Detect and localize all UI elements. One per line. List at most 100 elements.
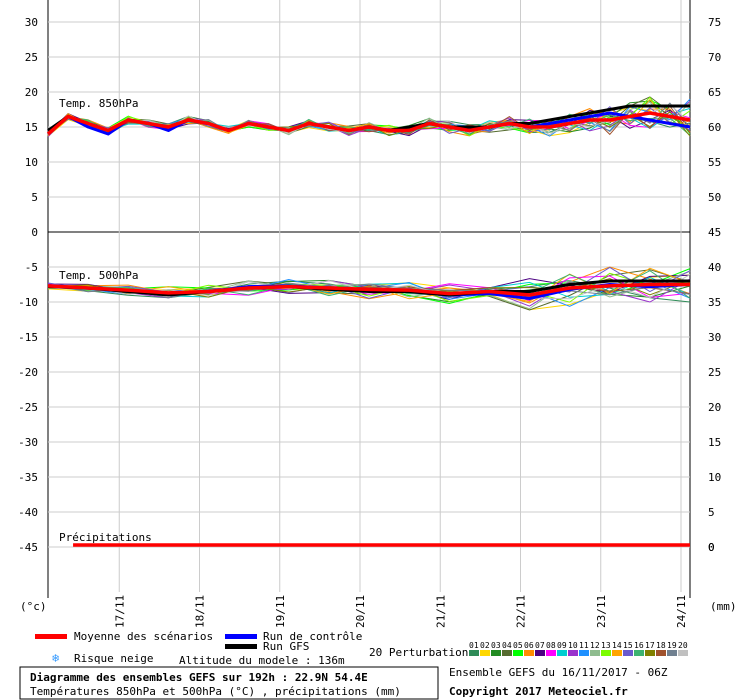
tick-label-right: 10	[708, 471, 721, 484]
tick-label-right: 15	[708, 436, 721, 449]
perturbation-swatch	[601, 650, 611, 656]
tick-label-right: 35	[708, 296, 721, 309]
perturbation-number: 07	[535, 641, 545, 650]
x-tick-label: 22/11	[515, 595, 528, 628]
perturbation-number: 13	[601, 641, 611, 650]
perturbation-swatch	[557, 650, 567, 656]
perturbation-number: 15	[623, 641, 633, 650]
panel-title-500: Temp. 500hPa	[59, 269, 138, 282]
perturbation-number: 09	[557, 641, 567, 650]
tick-label-left: -45	[18, 541, 38, 554]
left-unit-label: (°c)	[20, 600, 47, 613]
perturbation-number: 04	[502, 641, 512, 650]
series-line-gfs	[47, 279, 690, 297]
tick-label-left: 25	[25, 51, 38, 64]
tick-label-right: 0	[708, 541, 715, 554]
tick-label-right: 65	[708, 86, 721, 99]
x-tick-label: 17/11	[113, 595, 126, 628]
tick-label-right: 20	[708, 401, 721, 414]
footer-title: Diagramme des ensembles GEFS sur 192h : …	[30, 671, 368, 684]
tick-label-right: 70	[708, 51, 721, 64]
perturbation-swatch	[469, 650, 479, 656]
tick-label-right: 55	[708, 156, 721, 169]
x-tick-label: 20/11	[354, 595, 367, 628]
perturbation-number: 18	[656, 641, 666, 650]
tick-label-right: 75	[708, 16, 721, 29]
perturbation-number: 03	[491, 641, 501, 650]
perturbation-swatch	[535, 650, 545, 656]
tick-label-left: -20	[18, 366, 38, 379]
perturbation-number: 16	[634, 641, 644, 650]
footer-subtitle: Températures 850hPa et 500hPa (°C) , pré…	[30, 685, 401, 698]
tick-label-left: 30	[25, 16, 38, 29]
legend: Moyenne des scénarios Run de contrôle Ru…	[35, 630, 688, 667]
tick-label-left: -15	[18, 331, 38, 344]
perturbation-swatch	[513, 650, 523, 656]
legend-perturbations-label: 20 Perturbations	[369, 646, 475, 659]
perturbation-swatch	[612, 650, 622, 656]
perturbation-number: 08	[546, 641, 556, 650]
footer-run: Ensemble GEFS du 16/11/2017 - 06Z	[449, 666, 668, 679]
legend-gfs-swatch	[225, 644, 257, 649]
perturbation-number: 17	[645, 641, 655, 650]
tick-label-left: -10	[18, 296, 38, 309]
tick-label-right: 40	[708, 261, 721, 274]
legend-gfs-label: Run GFS	[263, 640, 309, 653]
tick-label-right: 5	[708, 506, 715, 519]
tick-label-right: 30	[708, 331, 721, 344]
perturbation-number: 20	[678, 641, 688, 650]
tick-label-left: 15	[25, 121, 38, 134]
tick-label-left: -25	[18, 401, 38, 414]
x-tick-label: 23/11	[595, 595, 608, 628]
perturbation-swatch	[546, 650, 556, 656]
tick-label-left: 20	[25, 86, 38, 99]
perturbation-number: 12	[590, 641, 600, 650]
tick-label-left: 5	[31, 191, 38, 204]
footer-box	[19, 666, 439, 700]
tick-label-right: 45	[708, 226, 721, 239]
perturbation-number: 19	[667, 641, 677, 650]
series-line-mean	[46, 111, 691, 136]
perturbation-swatch	[491, 650, 501, 656]
perturbation-number: 10	[568, 641, 578, 650]
x-tick-label: 18/11	[194, 595, 207, 628]
tick-label-left: -30	[18, 436, 38, 449]
panel-title-precip: Précipitations	[59, 531, 152, 544]
footer-copyright: Copyright 2017 Meteociel.fr	[449, 685, 628, 698]
perturbation-swatch	[480, 650, 490, 656]
grid-lines	[48, 0, 690, 592]
tick-label-left: -40	[18, 506, 38, 519]
series-group-850	[46, 96, 691, 137]
x-tick-label: 24/11	[675, 595, 688, 628]
perturbation-swatch	[667, 650, 677, 656]
x-tick-label: 19/11	[274, 595, 287, 628]
perturbation-swatch	[579, 650, 589, 656]
tick-label-right: 50	[708, 191, 721, 204]
legend-mean-swatch	[35, 634, 67, 639]
perturbation-number: 06	[524, 641, 534, 650]
perturbation-swatch	[678, 650, 688, 656]
legend-snow-label: Risque neige	[74, 652, 153, 665]
perturbation-legend: 01 02 03 04 05 06 07 08 09 10 11 12 13 14 15 16 17 18 19 20	[469, 641, 688, 656]
tick-label-left: -5	[25, 261, 38, 274]
legend-control-swatch	[225, 634, 257, 639]
tick-label-left: 0	[31, 226, 38, 239]
series-group-500	[47, 266, 691, 311]
perturbation-swatch	[623, 650, 633, 656]
perturbation-swatch	[524, 650, 534, 656]
series-line-mean	[47, 282, 690, 297]
tick-label-left: -35	[18, 471, 38, 484]
perturbation-swatch	[568, 650, 578, 656]
tick-label-left: 10	[25, 156, 38, 169]
perturbation-swatch	[656, 650, 666, 656]
perturbation-number: 14	[612, 641, 622, 650]
legend-control-label: Run de contrôle	[263, 630, 362, 643]
snowflake-icon: ❄	[52, 651, 59, 665]
perturbation-swatch	[590, 650, 600, 656]
legend-mean-label: Moyenne des scénarios	[74, 630, 213, 643]
perturbation-swatch	[645, 650, 655, 656]
perturbation-number: 11	[579, 641, 589, 650]
perturbation-number: 05	[513, 641, 523, 650]
